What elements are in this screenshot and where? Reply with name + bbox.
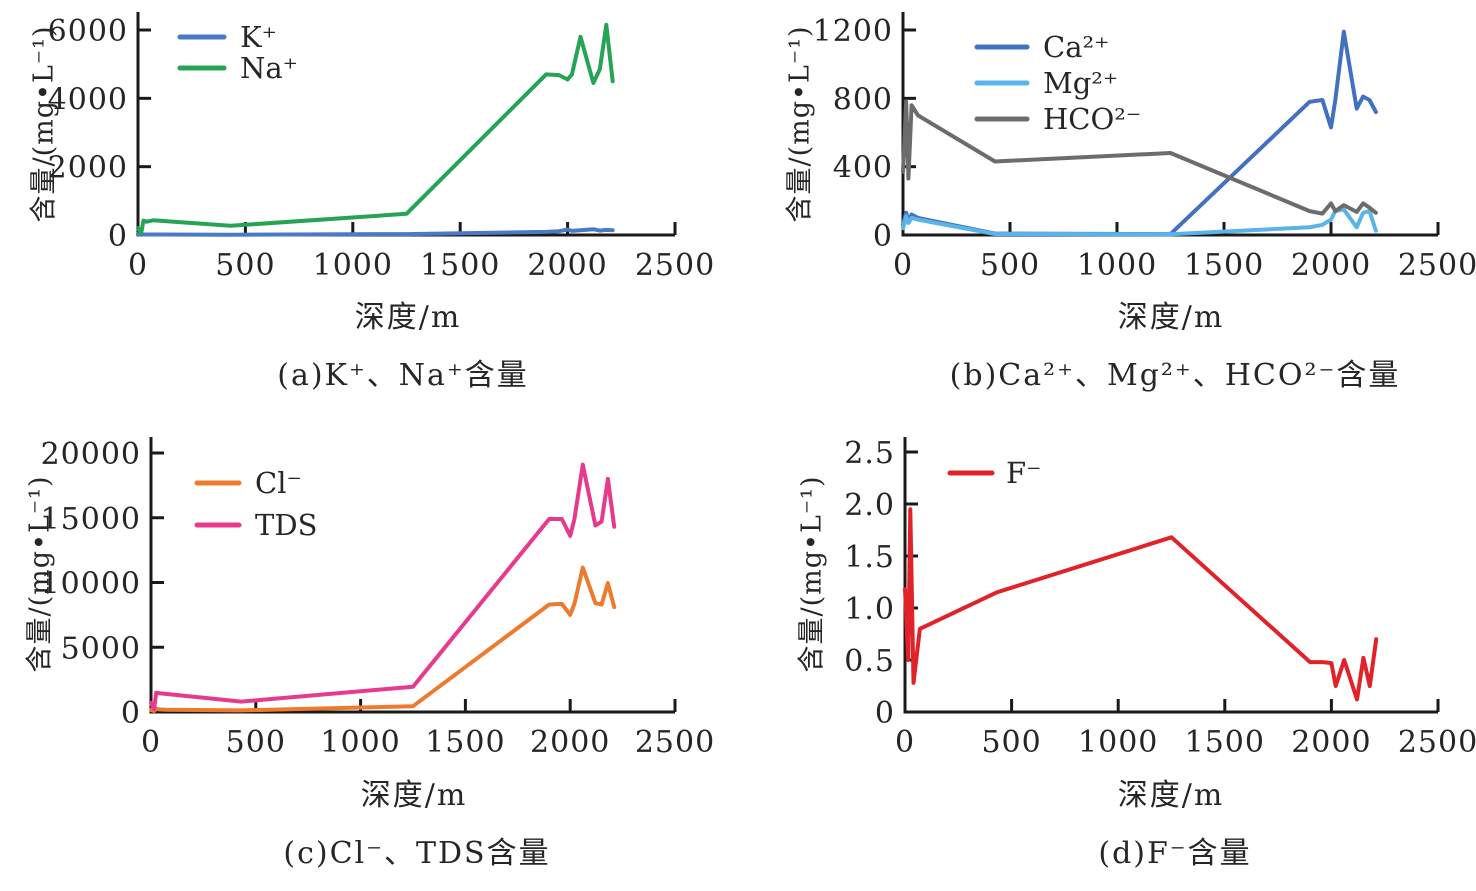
x-tick-label: 2500 (635, 725, 715, 760)
y-tick-label: 0 (121, 696, 141, 731)
series-line-Mg²⁺ (901, 207, 1378, 237)
x-tick-label: 1000 (1077, 248, 1157, 283)
x-tick-label: 0 (895, 725, 915, 760)
y-axis-label-a: 含量/(mg•L⁻¹) (28, 25, 60, 223)
axis-spine (136, 12, 675, 237)
panel-caption-a: (a)K⁺、Na⁺含量 (277, 358, 529, 393)
y-axis-label-d: 含量/(mg•L⁻¹) (796, 475, 828, 673)
panel-caption-b: (b)Ca²⁺、Mg²⁺、HCO²⁻含量 (949, 358, 1401, 393)
y-tick-label: 4000 (48, 82, 128, 117)
axis-spine (903, 437, 1438, 714)
x-tick-label: 0 (128, 248, 148, 283)
legend-label-Cl⁻: Cl⁻ (255, 466, 302, 500)
x-axis-label-b: 深度/m (1117, 300, 1225, 335)
x-tick-label: 1000 (313, 248, 393, 283)
x-tick-label: 1500 (1184, 248, 1264, 283)
legend-label-TDS: TDS (255, 508, 317, 542)
x-tick-label: 2500 (1398, 248, 1476, 283)
panel-a: 0 2000 4000 6000 0 500 1000 1500 2000 2500 K⁺Na⁺ (48, 12, 715, 283)
x-tick-label: 2000 (530, 725, 610, 760)
panel-d: 0 0.5 1.0 1.5 2.0 2.5 0 500 1000 1500 2000 2500 F⁻ (844, 436, 1476, 760)
panel-b: 0 400 800 1200 0 500 1000 1500 2000 2500 Ca²⁺Mg²⁺H… (813, 12, 1476, 283)
series-line-TDS (149, 462, 617, 712)
x-axis-label-d: 深度/m (1117, 778, 1225, 813)
y-ticks: 0 0.5 1.0 1.5 2.0 2.5 (844, 436, 918, 731)
x-tick-label: 2500 (1398, 725, 1476, 760)
y-tick-label: 0 (108, 219, 128, 254)
x-ticks: 0 500 1000 1500 2000 2500 (895, 699, 1476, 760)
legend-label-F⁻: F⁻ (1006, 456, 1041, 490)
x-tick-label: 1500 (1185, 725, 1265, 760)
x-tick-label: 2000 (1291, 725, 1371, 760)
y-axis-label-c: 含量/(mg•L⁻¹) (24, 475, 56, 673)
legend-d: F⁻ (947, 456, 1041, 490)
series-line-HCO²⁻ (901, 99, 1378, 216)
x-tick-label: 1500 (420, 248, 500, 283)
y-tick-label: 1.5 (844, 540, 895, 575)
x-tick-label: 0 (893, 248, 913, 283)
x-tick-label: 2500 (635, 248, 715, 283)
y-ticks: 0 2000 4000 6000 (48, 14, 151, 254)
y-ticks: 0 5000 10000 15000 20000 (41, 437, 164, 731)
x-ticks: 0 500 1000 1500 2000 2500 (893, 222, 1476, 283)
y-tick-label: 400 (833, 151, 893, 186)
legend-label-K⁺: K⁺ (240, 20, 277, 54)
series-line-K⁺ (136, 227, 615, 237)
legend-a: K⁺Na⁺ (177, 20, 298, 85)
y-tick-label: 2.5 (844, 436, 895, 471)
x-ticks: 0 500 1000 1500 2000 2500 (141, 699, 715, 760)
y-tick-label: 0 (875, 696, 895, 731)
x-tick-label: 0 (141, 725, 161, 760)
x-axis-label-a: 深度/m (354, 300, 462, 335)
x-tick-label: 1000 (1078, 725, 1158, 760)
x-ticks: 0 500 1000 1500 2000 2500 (128, 222, 715, 283)
legend-b: Ca²⁺Mg²⁺HCO²⁻ (974, 30, 1141, 136)
y-tick-label: 6000 (48, 14, 128, 49)
legend-label-HCO²⁻: HCO²⁻ (1043, 102, 1141, 136)
y-tick-label: 1200 (813, 14, 893, 49)
x-tick-label: 500 (215, 248, 275, 283)
series-line-F⁻ (903, 507, 1379, 702)
y-tick-label: 2000 (48, 151, 128, 186)
y-tick-label: 1.0 (844, 592, 895, 627)
x-tick-label: 2000 (527, 248, 607, 283)
panel-caption-c: (c)Cl⁻、TDS含量 (283, 836, 551, 871)
x-tick-label: 1000 (320, 725, 400, 760)
legend-label-Mg²⁺: Mg²⁺ (1043, 66, 1118, 100)
y-ticks: 0 400 800 1200 (813, 14, 916, 254)
axis-spine (149, 437, 675, 714)
panel-caption-d: (d)F⁻含量 (1098, 836, 1252, 871)
panel-c: 0 5000 10000 15000 20000 0 500 1000 1500 2000 2500… (41, 437, 715, 760)
legend-c: Cl⁻ TDS (194, 466, 317, 542)
x-tick-label: 500 (980, 248, 1040, 283)
series-line-Na⁺ (136, 22, 615, 236)
legend-label-Ca²⁺: Ca²⁺ (1043, 30, 1109, 64)
legend-label-Na⁺: Na⁺ (240, 51, 298, 85)
x-tick-label: 500 (981, 725, 1041, 760)
y-tick-label: 10000 (41, 567, 141, 602)
x-axis-label-c: 深度/m (360, 778, 468, 813)
y-tick-label: 15000 (41, 502, 141, 537)
y-tick-label: 2.0 (844, 488, 895, 523)
x-tick-label: 1500 (425, 725, 505, 760)
x-tick-label: 500 (226, 725, 286, 760)
series-line-Cl⁻ (149, 565, 617, 713)
y-tick-label: 0 (873, 219, 893, 254)
y-tick-label: 0.5 (844, 644, 895, 679)
y-tick-label: 20000 (41, 437, 141, 472)
y-axis-label-b: 含量/(mg•L⁻¹) (784, 25, 816, 223)
y-tick-label: 800 (833, 82, 893, 117)
y-tick-label: 5000 (61, 631, 141, 666)
x-tick-label: 2000 (1291, 248, 1371, 283)
